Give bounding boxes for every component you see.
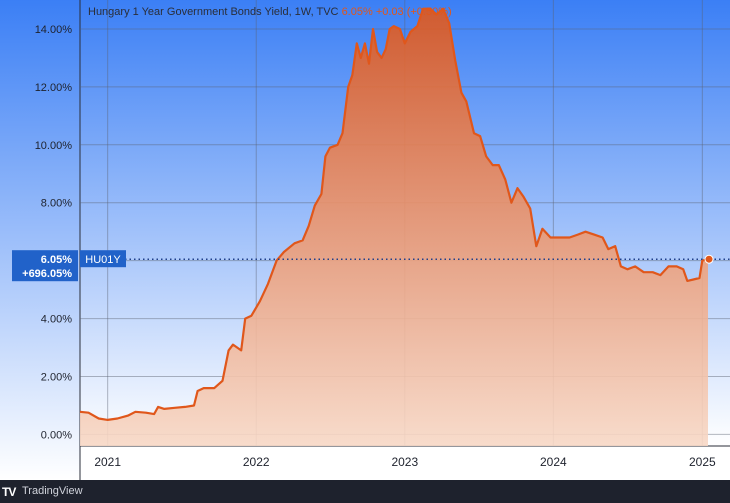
- price-badge-value: 6.05%: [41, 254, 72, 266]
- price-badge-change: +696.05%: [22, 268, 72, 280]
- x-axis-panel: [80, 446, 730, 480]
- chart-title: Hungary 1 Year Government Bonds Yield, 1…: [88, 6, 452, 18]
- footer-bar: TV TradingView: [0, 480, 730, 503]
- x-tick-label: 2022: [243, 455, 270, 469]
- y-tick-label: 8.00%: [41, 198, 72, 210]
- x-tick-label: 2021: [94, 455, 121, 469]
- symbol-badge: [80, 250, 126, 268]
- price-change: +0.03 (+0.50%): [375, 6, 452, 18]
- y-axis-panel: [0, 0, 80, 480]
- y-tick-label: 14.00%: [35, 24, 73, 36]
- y-tick-label: 10.00%: [35, 140, 73, 152]
- series-line: [79, 7, 709, 421]
- chart-area[interactable]: 0.00%2.00%4.00%6.00%8.00%10.00%12.00%14.…: [0, 0, 730, 480]
- y-tick-label: 0.00%: [41, 429, 72, 441]
- tradingview-logo-icon[interactable]: TV: [2, 485, 16, 499]
- last-point-marker: [704, 254, 714, 264]
- last-price: 6.05%: [341, 6, 373, 18]
- x-tick-label: 2025: [689, 455, 716, 469]
- series-area: [80, 8, 708, 446]
- symbol-description: Hungary 1 Year Government Bonds Yield, 1…: [88, 6, 339, 18]
- symbol-badge-label: HU01Y: [85, 254, 121, 266]
- y-tick-label: 2.00%: [41, 371, 72, 383]
- price-badge: [12, 250, 78, 282]
- x-tick-label: 2024: [540, 455, 567, 469]
- y-tick-label: 4.00%: [41, 314, 72, 326]
- x-tick-label: 2023: [391, 455, 418, 469]
- tradingview-brand[interactable]: TradingView: [22, 485, 83, 497]
- y-tick-label: 12.00%: [35, 82, 73, 94]
- yield-chart[interactable]: 0.00%2.00%4.00%6.00%8.00%10.00%12.00%14.…: [0, 0, 730, 480]
